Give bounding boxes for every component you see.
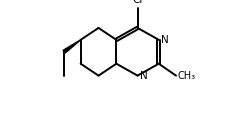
Text: N: N (140, 71, 148, 81)
Polygon shape (63, 40, 80, 53)
Text: CH₃: CH₃ (178, 71, 196, 81)
Text: N: N (161, 35, 169, 45)
Text: Cl: Cl (132, 0, 143, 5)
